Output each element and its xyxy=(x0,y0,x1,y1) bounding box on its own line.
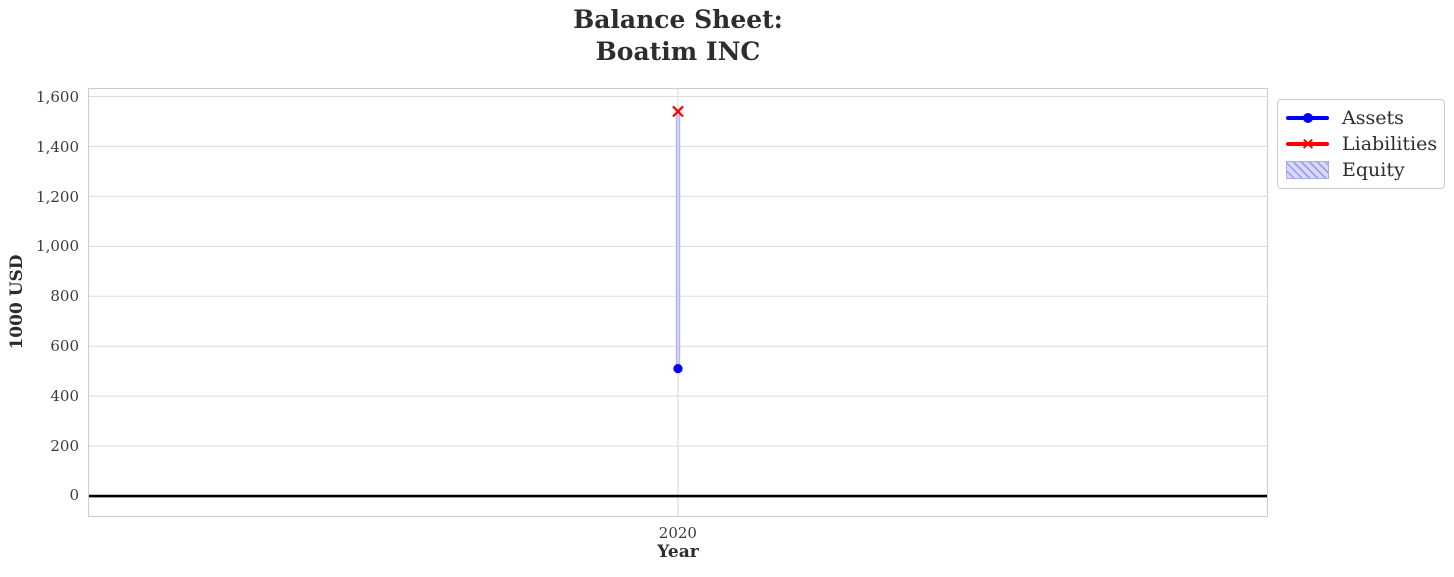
legend-item-liabilities: Liabilities xyxy=(1286,131,1438,157)
chart-title: Balance Sheet: Boatim INC xyxy=(88,4,1268,68)
x-axis-label: Year xyxy=(657,542,699,562)
y-tick-label: 1,000 xyxy=(36,237,79,256)
equity-hatched-patch-icon xyxy=(1286,161,1329,179)
equity-bar xyxy=(675,111,681,370)
plot-area xyxy=(88,88,1268,517)
assets-circle-marker-icon xyxy=(1302,113,1313,123)
y-tick-label: 0 xyxy=(69,486,79,505)
y-tick-label: 600 xyxy=(50,336,79,355)
x-tick-label: 2020 xyxy=(658,524,697,542)
legend-label-equity: Equity xyxy=(1342,159,1405,181)
assets-line-swatch xyxy=(1286,108,1329,128)
y-tick-label: 1,400 xyxy=(36,137,79,156)
assets-marker xyxy=(673,364,683,374)
liabilities-x-marker-icon xyxy=(1302,138,1314,150)
equity-patch-swatch xyxy=(1286,160,1329,180)
y-tick-label: 1,600 xyxy=(36,87,79,106)
chart-title-line1: Balance Sheet: xyxy=(573,5,783,34)
plot-canvas xyxy=(89,89,1267,516)
y-tick-label: 800 xyxy=(50,287,79,306)
legend: Assets Liabilities Equity xyxy=(1277,99,1445,189)
y-tick-label: 200 xyxy=(50,436,79,455)
liabilities-line-swatch xyxy=(1286,134,1329,154)
legend-item-equity: Equity xyxy=(1286,157,1434,183)
legend-item-assets: Assets xyxy=(1286,105,1434,131)
chart-title-line2: Boatim INC xyxy=(595,37,761,66)
y-tick-label: 1,200 xyxy=(36,187,79,206)
legend-label-liabilities: Liabilities xyxy=(1342,133,1438,155)
y-tick-label: 400 xyxy=(50,386,79,405)
liabilities-marker xyxy=(672,105,684,118)
legend-label-assets: Assets xyxy=(1342,107,1404,129)
